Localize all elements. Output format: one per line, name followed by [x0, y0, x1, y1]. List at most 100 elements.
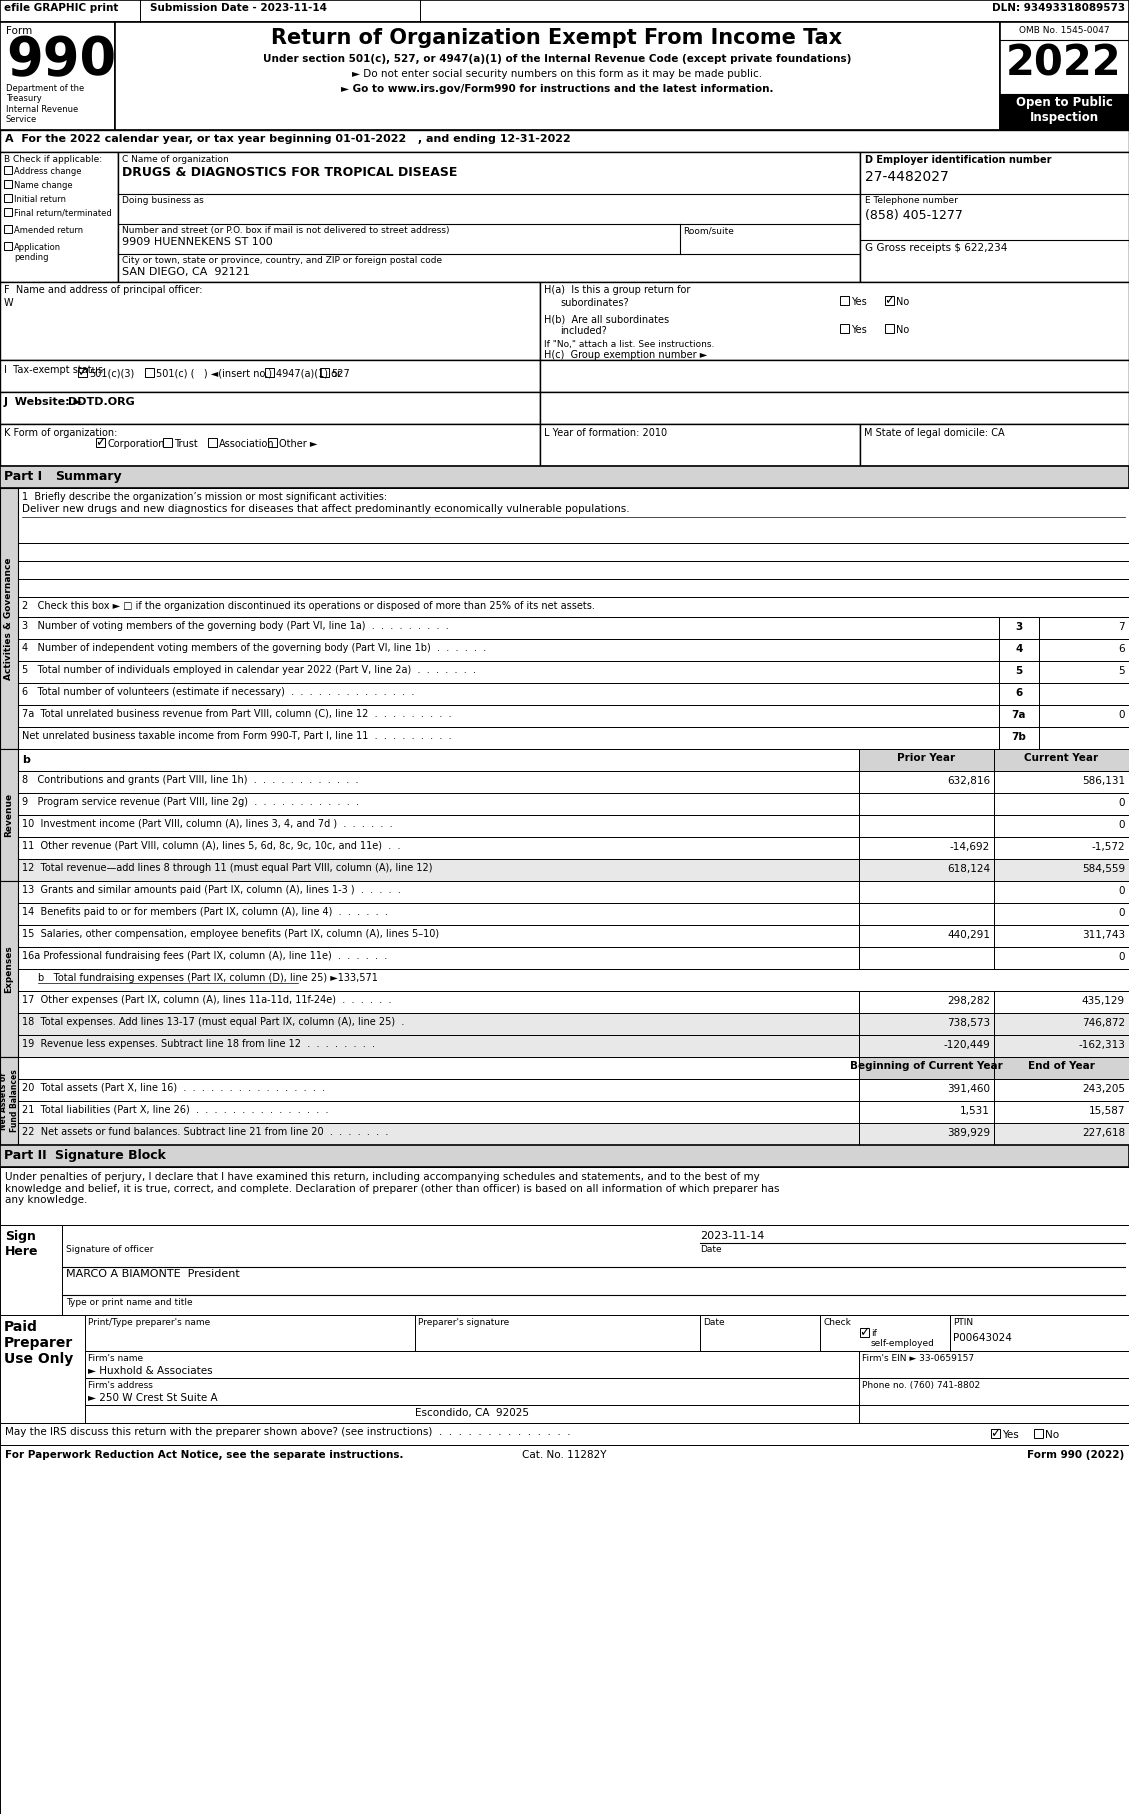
Text: 6: 6 — [1119, 644, 1124, 655]
Text: Room/suite: Room/suite — [683, 227, 734, 236]
Bar — [999, 706, 1039, 727]
Bar — [859, 1379, 1129, 1406]
Bar — [18, 597, 1129, 617]
Bar — [1034, 1429, 1043, 1439]
Text: 5   Total number of individuals employed in calendar year 2022 (Part V, line 2a): 5 Total number of individuals employed i… — [21, 666, 476, 675]
Text: 746,872: 746,872 — [1082, 1018, 1124, 1029]
Bar — [18, 1079, 859, 1101]
Text: No: No — [896, 325, 909, 336]
Bar — [5, 180, 12, 189]
Text: 2022: 2022 — [1006, 42, 1122, 83]
Text: Sign
Here: Sign Here — [5, 1230, 38, 1257]
Text: L Year of formation: 2010: L Year of formation: 2010 — [544, 428, 667, 437]
Text: G Gross receipts $ 622,234: G Gross receipts $ 622,234 — [865, 243, 1007, 252]
Text: Amended return: Amended return — [14, 227, 84, 236]
Bar — [991, 1429, 1000, 1439]
Text: (858) 405-1277: (858) 405-1277 — [865, 209, 963, 221]
Bar — [0, 1166, 1129, 1224]
Text: Application
pending: Application pending — [14, 243, 61, 263]
Text: Submission Date - 2023-11-14: Submission Date - 2023-11-14 — [150, 4, 327, 13]
Bar — [859, 1101, 994, 1123]
Bar — [18, 1012, 859, 1036]
Text: -162,313: -162,313 — [1078, 1039, 1124, 1050]
Bar — [18, 561, 1129, 579]
Text: 7a  Total unrelated business revenue from Part VIII, column (C), line 12  .  .  : 7a Total unrelated business revenue from… — [21, 709, 452, 718]
Bar — [994, 771, 1129, 793]
Text: F  Name and address of principal officer:: F Name and address of principal officer: — [5, 285, 202, 296]
Bar — [18, 706, 999, 727]
Text: 0: 0 — [1119, 909, 1124, 918]
Text: Signature Block: Signature Block — [55, 1148, 166, 1163]
Bar — [18, 579, 1129, 597]
Text: 6: 6 — [1015, 688, 1023, 698]
Bar — [265, 368, 274, 377]
Bar — [5, 209, 12, 216]
Bar — [994, 1101, 1129, 1123]
Bar — [540, 424, 860, 466]
Bar — [163, 437, 172, 446]
Text: 2023-11-14: 2023-11-14 — [700, 1232, 764, 1241]
Bar — [18, 814, 859, 836]
Bar — [18, 1036, 859, 1058]
Bar — [0, 392, 540, 424]
Text: ✓: ✓ — [884, 294, 895, 307]
Text: 440,291: 440,291 — [947, 931, 990, 940]
Text: 9   Program service revenue (Part VIII, line 2g)  .  .  .  .  .  .  .  .  .  .  : 9 Program service revenue (Part VIII, li… — [21, 796, 359, 807]
Text: K Form of organization:: K Form of organization: — [5, 428, 117, 437]
Text: ► Do not enter social security numbers on this form as it may be made public.: ► Do not enter social security numbers o… — [352, 69, 762, 80]
Text: 527: 527 — [331, 368, 350, 379]
Text: 15,587: 15,587 — [1088, 1107, 1124, 1116]
Bar — [859, 947, 994, 969]
Bar — [859, 814, 994, 836]
Text: 0: 0 — [1119, 952, 1124, 961]
Text: ► Huxhold & Associates: ► Huxhold & Associates — [88, 1366, 212, 1377]
Text: Deliver new drugs and new diagnostics for diseases that affect predominantly eco: Deliver new drugs and new diagnostics fo… — [21, 504, 630, 513]
Bar — [18, 903, 859, 925]
Text: 4   Number of independent voting members of the governing body (Part VI, line 1b: 4 Number of independent voting members o… — [21, 642, 487, 653]
Text: ✓: ✓ — [95, 435, 106, 450]
Text: E Telephone number: E Telephone number — [865, 196, 957, 205]
Bar — [999, 684, 1039, 706]
Text: 22  Net assets or fund balances. Subtract line 21 from line 20  .  .  .  .  .  .: 22 Net assets or fund balances. Subtract… — [21, 1126, 388, 1137]
Bar — [540, 392, 1129, 424]
Text: 5: 5 — [1119, 666, 1124, 677]
Text: Name change: Name change — [14, 181, 72, 190]
Text: 21  Total liabilities (Part X, line 26)  .  .  .  .  .  .  .  .  .  .  .  .  .  : 21 Total liabilities (Part X, line 26) .… — [21, 1105, 329, 1116]
Bar — [18, 660, 999, 684]
Bar — [18, 749, 859, 771]
Text: No: No — [1045, 1429, 1059, 1440]
Bar — [859, 836, 994, 860]
Bar — [859, 903, 994, 925]
Bar — [860, 424, 1129, 466]
Text: ► 250 W Crest St Suite A: ► 250 W Crest St Suite A — [88, 1393, 218, 1402]
Text: Prior Year: Prior Year — [898, 753, 955, 764]
Text: Phone no. (760) 741-8802: Phone no. (760) 741-8802 — [863, 1380, 980, 1390]
Text: 10  Investment income (Part VIII, column (A), lines 3, 4, and 7d )  .  .  .  .  : 10 Investment income (Part VIII, column … — [21, 818, 393, 829]
Text: 14  Benefits paid to or for members (Part IX, column (A), line 4)  .  .  .  .  .: 14 Benefits paid to or for members (Part… — [21, 907, 388, 918]
Text: Under section 501(c), 527, or 4947(a)(1) of the Internal Revenue Code (except pr: Under section 501(c), 527, or 4947(a)(1)… — [263, 54, 851, 63]
Text: 501(c) (   ) ◄(insert no.): 501(c) ( ) ◄(insert no.) — [156, 368, 272, 379]
Bar — [0, 466, 1129, 488]
Bar — [700, 1315, 820, 1351]
Bar — [994, 749, 1129, 771]
Text: For Paperwork Reduction Act Notice, see the separate instructions.: For Paperwork Reduction Act Notice, see … — [5, 1449, 403, 1460]
Text: Date: Date — [703, 1319, 725, 1328]
Bar — [0, 22, 115, 131]
Bar — [999, 617, 1039, 639]
Bar — [859, 925, 994, 947]
Text: Date: Date — [700, 1244, 721, 1253]
Text: Under penalties of perjury, I declare that I have examined this return, includin: Under penalties of perjury, I declare th… — [5, 1172, 779, 1204]
Text: ✓: ✓ — [77, 366, 88, 379]
Text: Check: Check — [823, 1319, 851, 1328]
Bar — [885, 325, 894, 334]
Text: 618,124: 618,124 — [947, 863, 990, 874]
Bar — [1039, 684, 1129, 706]
Bar — [5, 167, 12, 174]
Bar — [994, 1012, 1129, 1036]
Text: 584,559: 584,559 — [1082, 863, 1124, 874]
Bar — [18, 947, 859, 969]
Bar — [0, 1224, 62, 1315]
Bar — [994, 903, 1129, 925]
Text: DRUGS & DIAGNOSTICS FOR TROPICAL DISEASE: DRUGS & DIAGNOSTICS FOR TROPICAL DISEASE — [122, 167, 457, 180]
Bar — [859, 749, 994, 771]
